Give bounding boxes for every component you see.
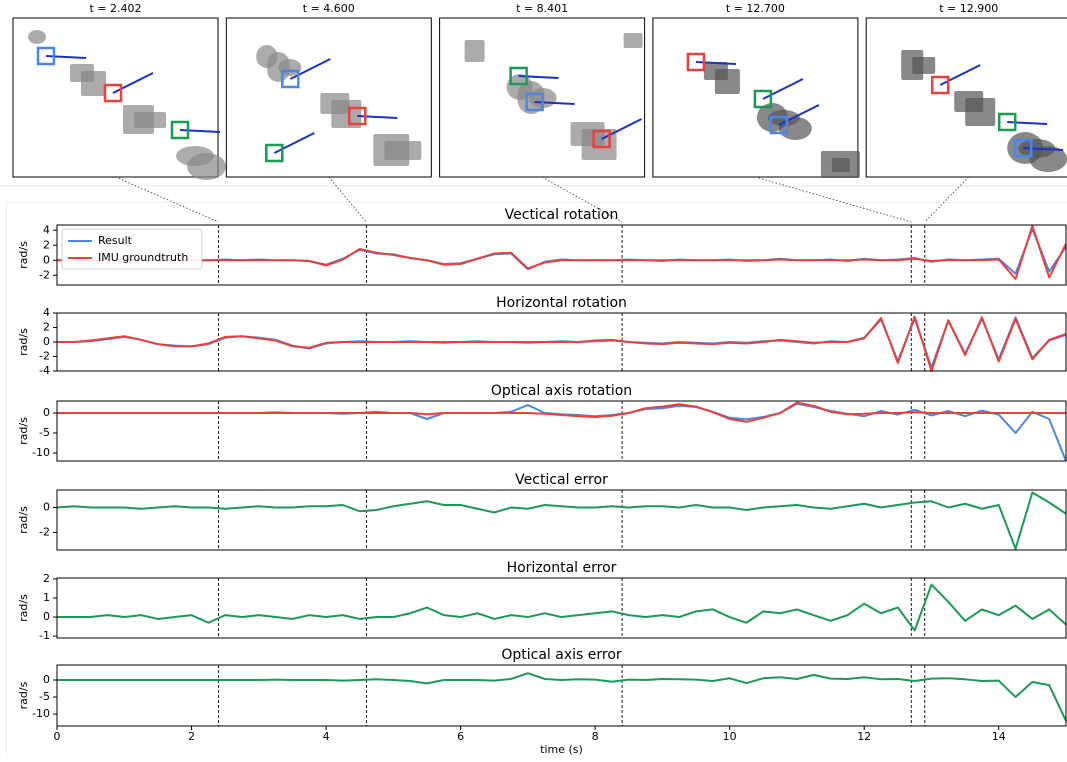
series-line [57,673,1066,721]
snapshot-title: t = 12.900 [939,2,998,15]
snapshot-panel: t = 2.402 [13,2,226,180]
snapshot-panel: t = 4.600 [226,2,431,177]
connector [925,177,969,222]
y-tick-label: -2 [39,526,50,539]
y-axis-label: rad/s [17,417,30,445]
series-line [57,493,1066,549]
plot-frame [57,225,1066,285]
y-tick-label: -5 [39,426,50,439]
chart-title: Vectical rotation [505,207,619,223]
snapshot-panel: t = 12.900 [866,2,1067,177]
legend-label: IMU groundtruth [98,251,188,264]
image-shape [176,146,214,166]
y-tick-label: 0 [43,501,50,514]
y-tick-label: 0 [43,253,50,266]
y-tick-label: 0 [43,673,50,686]
snapshot-title: t = 12.700 [726,2,785,15]
series-line [57,317,1066,371]
snapshot-title: t = 8.401 [516,2,568,15]
y-tick-label: -10 [32,446,50,459]
image-shape [901,50,923,80]
image-shape [954,91,983,112]
y-tick-label: 4 [43,223,50,236]
y-tick-label: 4 [43,306,50,319]
y-tick-label: -2 [39,350,50,363]
x-tick-label: 10 [723,730,737,743]
y-axis-label: rad/s [17,681,30,709]
image-shape [704,62,728,80]
series-line [57,229,1066,274]
series-line [57,226,1066,279]
y-axis-label: rad/s [17,328,30,356]
x-tick-label: 2 [188,730,195,743]
chart-title: Vectical error [515,472,608,488]
y-tick-label: 2 [43,572,50,585]
snapshot-panel: t = 12.700 [653,2,860,178]
image-shape [821,151,860,178]
image-shape [624,33,643,48]
snapshot-title: t = 4.600 [303,2,355,15]
y-tick-label: 2 [43,321,50,334]
figure: t = 2.402 t = 4.600 t = 8.401 t = 12.700 t =… [0,0,1067,758]
snapshot-panel: t = 8.401 [440,2,645,177]
series-line [57,585,1066,631]
y-axis-label: rad/s [17,241,30,269]
y-tick-label: -2 [39,268,50,281]
y-tick-label: 2 [43,238,50,251]
connector [329,177,367,222]
chart-title: Horizontal error [507,560,617,576]
x-tick-label: 4 [323,730,330,743]
y-tick-label: 0 [43,406,50,419]
image-shape [465,40,485,62]
y-tick-label: -10 [32,707,50,720]
y-tick-label: -5 [39,690,50,703]
x-tick-label: 8 [592,730,599,743]
series-line [57,403,1066,422]
image-shape [28,30,46,44]
y-tick-label: 1 [43,591,50,604]
chart-title: Horizontal rotation [496,295,627,311]
connector [116,177,219,222]
x-tick-label: 0 [54,730,61,743]
connector [755,177,911,222]
y-tick-label: -1 [39,629,50,642]
image-shape [373,134,409,166]
y-axis-label: rad/s [17,506,30,534]
image-shape [256,45,277,68]
x-tick-label: 12 [857,730,871,743]
image-shape [70,64,94,82]
plot-frame [57,665,1066,726]
y-tick-label: -4 [39,364,50,377]
legend-label: Result [98,234,133,247]
x-axis-label: time (s) [540,743,583,756]
y-tick-label: 0 [43,610,50,623]
page: {"snapshots": [{"label": "t = 2.402", "t… [0,0,1067,758]
snapshot-title: t = 2.402 [89,2,141,15]
plot-frame [57,490,1066,550]
y-axis-label: rad/s [17,594,30,622]
chart-title: Optical axis error [501,647,622,663]
x-tick-label: 6 [457,730,464,743]
image-shape [571,122,605,146]
y-tick-label: 0 [43,335,50,348]
image-shape [320,93,349,114]
chart-title: Optical axis rotation [491,383,632,399]
x-tick-label: 14 [992,730,1006,743]
image-shape [123,105,154,134]
